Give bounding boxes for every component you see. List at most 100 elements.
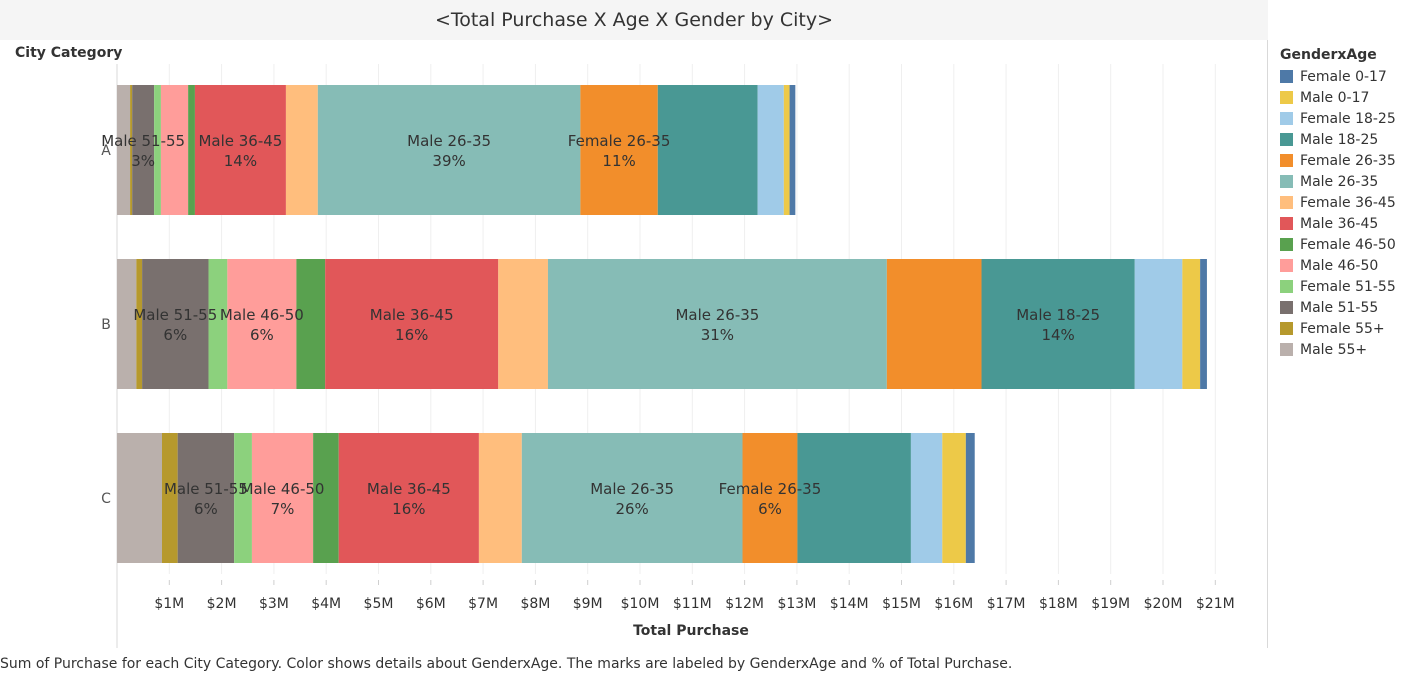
legend-item[interactable]: Male 18-25 [1280, 129, 1419, 150]
bar-segment [783, 85, 790, 215]
legend-item[interactable]: Female 26-35 [1280, 150, 1419, 171]
bar-segment [886, 259, 982, 389]
bar-segment [338, 433, 479, 563]
bar-segment [325, 259, 499, 389]
legend-item[interactable]: Male 36-45 [1280, 213, 1419, 234]
bar-segment [1134, 259, 1183, 389]
legend-label: Male 0-17 [1300, 89, 1370, 106]
bar-data-label-percent: 7% [271, 500, 295, 518]
bar-chart: Male 51-55 3% Male 36-45 14% Male 26-35 39% Fe… [15, 40, 1268, 648]
bar-segment [160, 85, 189, 215]
bar-data-label: Male 46-50 [241, 480, 325, 498]
bar-segment [234, 433, 252, 563]
legend-item[interactable]: Male 46-50 [1280, 255, 1419, 276]
bar-data-label-percent: 6% [194, 500, 218, 518]
bar-data-label-percent: 16% [392, 500, 425, 518]
bar-segment [657, 85, 758, 215]
bar-data-label: Male 51-55 [133, 306, 217, 324]
bar-segment [117, 433, 162, 563]
bar-segment [521, 433, 743, 563]
legend-swatch [1280, 175, 1293, 188]
legend-swatch [1280, 259, 1293, 272]
legend-label: Male 55+ [1300, 341, 1368, 358]
bar-data-label-percent: 16% [395, 326, 428, 344]
legend-swatch [1280, 91, 1293, 104]
x-tick-label: $13M [777, 596, 816, 612]
legend-item[interactable]: Female 18-25 [1280, 108, 1419, 129]
bar-data-label-percent: 31% [701, 326, 734, 344]
bar-segment [1182, 259, 1201, 389]
bar-segment [498, 259, 548, 389]
legend: GenderxAge Female 0-17 Male 0-17 Female 18… [1280, 44, 1419, 360]
bar-data-label: Male 26-35 [407, 132, 491, 150]
bar-segment [742, 433, 798, 563]
bar-segment [478, 433, 522, 563]
bar-segment [965, 433, 975, 563]
legend-swatch [1280, 217, 1293, 230]
bar-data-label: Male 51-55 [164, 480, 248, 498]
bar-segment [285, 85, 318, 215]
bar-segment [251, 433, 314, 563]
bar-segment [208, 259, 228, 389]
chart-title: <Total Purchase X Age X Gender by City> [0, 0, 1268, 40]
bar-segment [132, 85, 155, 215]
bar-segment [154, 85, 161, 215]
bar-segment [910, 433, 943, 563]
legend-swatch [1280, 112, 1293, 125]
legend-swatch [1280, 133, 1293, 146]
legend-label: Male 51-55 [1300, 299, 1379, 316]
bar-segment [981, 259, 1135, 389]
x-tick-label: $1M [154, 596, 184, 612]
y-axis-title: City Category [15, 45, 122, 61]
bar-segment [580, 85, 658, 215]
legend-label: Male 18-25 [1300, 131, 1379, 148]
x-tick-label: $15M [882, 596, 921, 612]
legend-item[interactable]: Male 26-35 [1280, 171, 1419, 192]
legend-label: Female 55+ [1300, 320, 1385, 337]
legend-swatch [1280, 70, 1293, 83]
legend-label: Male 36-45 [1300, 215, 1379, 232]
x-tick-label: $7M [468, 596, 498, 612]
legend-items: Female 0-17 Male 0-17 Female 18-25 Male 18-… [1280, 66, 1419, 360]
x-tick-label: $21M [1196, 596, 1235, 612]
legend-item[interactable]: Female 51-55 [1280, 276, 1419, 297]
bar-data-label-percent: 6% [758, 500, 782, 518]
legend-label: Female 26-35 [1300, 152, 1396, 169]
bar-data-label-percent: 6% [163, 326, 187, 344]
bar-data-label-percent: 39% [432, 152, 465, 170]
legend-label: Female 51-55 [1300, 278, 1396, 295]
legend-title: GenderxAge [1280, 47, 1377, 63]
legend-item[interactable]: Female 46-50 [1280, 234, 1419, 255]
legend-swatch [1280, 280, 1293, 293]
x-tick-label: $2M [207, 596, 237, 612]
x-tick-label: $3M [259, 596, 289, 612]
bar-segment [161, 433, 178, 563]
chart-caption: Sum of Purchase for each City Category. … [0, 656, 1013, 672]
bar-data-label: Male 36-45 [367, 480, 451, 498]
legend-label: Female 36-45 [1300, 194, 1396, 211]
legend-label: Female 46-50 [1300, 236, 1396, 253]
legend-item[interactable]: Female 0-17 [1280, 66, 1419, 87]
bar-segment [789, 85, 796, 215]
legend-item[interactable]: Male 55+ [1280, 339, 1419, 360]
x-tick-label: $16M [934, 596, 973, 612]
legend-swatch [1280, 301, 1293, 314]
bar-stacks [117, 85, 1207, 563]
legend-item[interactable]: Male 51-55 [1280, 297, 1419, 318]
legend-swatch [1280, 343, 1293, 356]
bar-segment [547, 259, 887, 389]
y-tick-label: A [101, 143, 111, 159]
bar-data-labels: Male 51-55 3% Male 36-45 14% Male 26-35 39% Fe… [101, 132, 1100, 518]
bar-data-label: Male 51-55 [101, 132, 185, 150]
bar-segment [194, 85, 286, 215]
bar-segment [227, 259, 297, 389]
legend-item[interactable]: Female 55+ [1280, 318, 1419, 339]
bar-data-label: Female 26-35 [568, 132, 671, 150]
legend-item[interactable]: Female 36-45 [1280, 192, 1419, 213]
bar-data-label-percent: 11% [602, 152, 635, 170]
bar-data-label: Male 46-50 [220, 306, 304, 324]
legend-item[interactable]: Male 0-17 [1280, 87, 1419, 108]
y-tick-label: C [101, 491, 111, 507]
x-tick-label: $14M [830, 596, 869, 612]
bar-data-label: Female 26-35 [719, 480, 822, 498]
